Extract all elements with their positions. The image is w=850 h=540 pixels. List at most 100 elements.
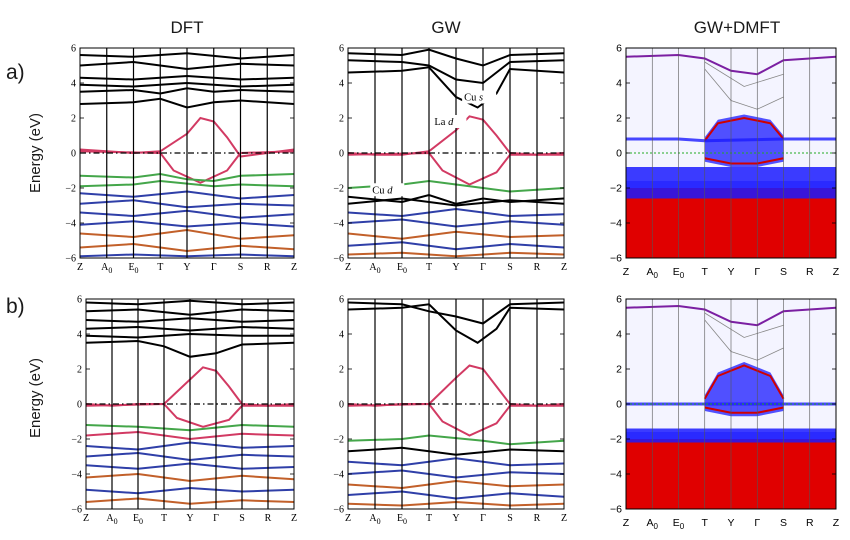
x-tick-label: Z — [77, 262, 83, 273]
heatmap-faint-band — [704, 319, 784, 361]
y-tick-label: −4 — [65, 219, 76, 230]
x-tick-label: R — [264, 262, 271, 273]
x-tick-label: T — [426, 262, 432, 273]
y-tick-label: −2 — [610, 434, 622, 446]
y-tick-label: −2 — [333, 435, 344, 446]
row-label-a: a) — [6, 61, 25, 84]
y-tick-label: 0 — [616, 399, 622, 411]
y-tick-label: 0 — [339, 149, 344, 160]
x-tick-label: Z — [291, 262, 297, 273]
y-tick-label: 4 — [616, 78, 622, 90]
column-title-gw: GW — [431, 18, 460, 37]
y-tick-label: −6 — [610, 253, 622, 265]
y-tick-label: −6 — [71, 505, 82, 516]
heatmap-lower-band — [704, 157, 784, 165]
x-tick-label: A0 — [369, 262, 380, 275]
x-tick-label: Z — [623, 517, 630, 529]
panel-2: −6 −4 −2 0 2 4 6 Z A0 E0 T Y Γ S R Z — [610, 43, 840, 281]
column-title-dft: DFT — [170, 18, 203, 37]
y-tick-label: 4 — [339, 330, 344, 341]
x-tick-label: T — [157, 262, 163, 273]
panel-1: −6 −4 −2 0 2 4 6 Z A0 E0 T Y Γ S R Z Cu s La d Cu d — [333, 44, 567, 276]
band-line — [348, 303, 564, 344]
x-tick-label: A0 — [106, 513, 117, 526]
y-tick-label: −6 — [610, 504, 622, 516]
x-tick-label: R — [806, 517, 814, 529]
x-tick-label: Z — [623, 266, 630, 278]
x-tick-label: S — [780, 266, 787, 278]
y-tick-label: 2 — [77, 365, 82, 376]
y-tick-label: 2 — [339, 365, 344, 376]
y-tick-label: 6 — [339, 295, 344, 306]
x-tick-label: E0 — [397, 513, 407, 526]
heatmap-lower-band — [704, 406, 784, 414]
x-tick-label: Γ — [480, 513, 486, 524]
y-tick-label: 4 — [339, 79, 344, 90]
x-tick-label: Y — [452, 513, 459, 524]
y-tick-label: −4 — [333, 219, 344, 230]
y-tick-label: −6 — [65, 254, 76, 265]
y-tick-label: −2 — [333, 184, 344, 195]
y-tick-label: −2 — [71, 435, 82, 446]
annotation-bg — [370, 183, 405, 197]
x-tick-label: T — [702, 517, 709, 529]
x-tick-label: E0 — [673, 266, 685, 280]
x-tick-label: Z — [83, 513, 89, 524]
y-tick-label: −4 — [610, 469, 622, 481]
x-tick-label: Y — [186, 513, 193, 524]
x-tick-label: R — [534, 513, 541, 524]
band-annotation: La d — [434, 117, 454, 128]
x-tick-label: R — [806, 266, 814, 278]
y-tick-label: −2 — [610, 183, 622, 195]
x-tick-label: Z — [345, 513, 351, 524]
y-tick-label: 2 — [339, 114, 344, 125]
y-tick-label: 6 — [616, 43, 622, 55]
y-tick-label: 0 — [77, 400, 82, 411]
y-tick-label: 6 — [616, 294, 622, 306]
annotation-bg — [432, 115, 467, 128]
y-tick-label: −6 — [333, 505, 344, 516]
x-tick-label: R — [265, 513, 272, 524]
x-tick-label: Z — [833, 266, 840, 278]
x-tick-label: T — [702, 266, 709, 278]
panel-4: −6 −4 −2 0 2 4 6 Z A0 E0 T Y Γ S R Z — [333, 295, 567, 527]
x-tick-label: T — [161, 513, 167, 524]
heatmap-upper-band — [703, 116, 785, 142]
panel-5: −6 −4 −2 0 2 4 6 Z A0 E0 T Y Γ S R Z — [610, 294, 840, 532]
x-tick-label: Z — [561, 262, 567, 273]
heatmap-faint-band — [704, 68, 784, 110]
x-tick-label: Γ — [211, 262, 217, 273]
y-tick-label: −4 — [333, 470, 344, 481]
x-tick-label: Γ — [480, 262, 486, 273]
x-tick-label: S — [507, 513, 513, 524]
x-tick-label: E0 — [128, 262, 138, 275]
x-tick-label: A0 — [647, 266, 659, 280]
panel-3: −6 −4 −2 0 2 4 6 Z A0 E0 T Y Γ S R Z — [71, 295, 297, 527]
y-tick-label: −2 — [65, 184, 76, 195]
x-tick-label: Γ — [754, 266, 760, 278]
y-tick-label: 6 — [339, 44, 344, 55]
x-tick-label: E0 — [397, 262, 407, 275]
y-tick-label: 0 — [339, 400, 344, 411]
band-annotation: Cu s — [464, 93, 483, 104]
y-axis-label-top: Energy (eV) — [27, 113, 44, 193]
y-axis-label-bottom: Energy (eV) — [27, 358, 44, 438]
column-title-gwdmft: GW+DMFT — [694, 18, 780, 37]
y-tick-label: 0 — [616, 148, 622, 160]
x-tick-label: Y — [452, 262, 459, 273]
x-tick-label: R — [534, 262, 541, 273]
x-tick-label: Z — [833, 517, 840, 529]
x-tick-label: A0 — [369, 513, 380, 526]
y-tick-label: 2 — [616, 113, 622, 125]
y-tick-label: 4 — [616, 329, 622, 341]
x-tick-label: Z — [561, 513, 567, 524]
heatmap-upper-band — [703, 364, 785, 400]
y-tick-label: 2 — [616, 364, 622, 376]
band-annotation: Cu d — [372, 185, 393, 196]
heatmap-faint-band — [704, 61, 784, 87]
row-label-b: b) — [6, 295, 25, 318]
y-tick-label: −6 — [333, 254, 344, 265]
x-tick-label: Y — [727, 517, 734, 529]
